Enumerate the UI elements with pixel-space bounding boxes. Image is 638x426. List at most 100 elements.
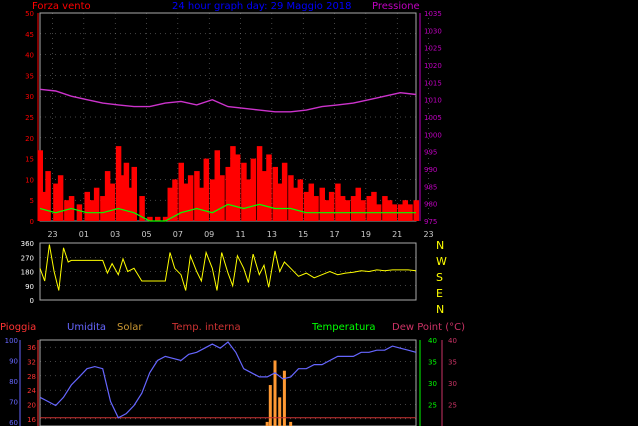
hour-tick-label: 05 (141, 230, 151, 239)
lower-plot-frame (39, 339, 417, 426)
hour-tick-label: 15 (298, 230, 308, 239)
pressure-tick-label: 1000 (424, 131, 442, 139)
compass-n-bottom: N (436, 303, 444, 316)
gust-bar (109, 183, 116, 221)
gust-bar (162, 216, 169, 221)
gust-bar (139, 196, 145, 221)
wind-tick-label: 5 (30, 197, 34, 205)
compass-n-top: N (436, 239, 444, 252)
gust-bar (225, 166, 231, 221)
gust-bar (128, 187, 134, 221)
solar-bar (289, 421, 293, 426)
gust-bar (250, 158, 257, 221)
gust-bar (53, 183, 59, 221)
pressure-tick-label: 980 (424, 201, 437, 209)
gust-bar (292, 187, 299, 221)
gust-bar (234, 154, 241, 221)
gust-bar (131, 166, 137, 221)
gust-bar (360, 200, 366, 221)
gust-bar (89, 200, 95, 221)
gust-bar (308, 183, 315, 221)
wind-tick-label: 15 (25, 156, 34, 164)
legend-temperature: Temperatura (311, 322, 376, 333)
hour-tick-label: 11 (235, 230, 245, 239)
gust-bar (402, 200, 409, 221)
gust-bar (328, 191, 335, 221)
wind-tick-label: 25 (25, 114, 34, 122)
gust-bar (183, 183, 189, 221)
gust-bar (93, 187, 100, 221)
gust-bar (339, 196, 346, 221)
hour-tick-label: 17 (329, 230, 339, 239)
wind-average-line (39, 203, 416, 222)
hour-tick-label: 03 (110, 230, 120, 239)
pressure-tick-label: 1020 (424, 62, 442, 70)
pressure-line (39, 88, 417, 113)
gust-bar (241, 162, 247, 221)
pressure-tick-label: 1015 (424, 79, 442, 87)
gust-bar (303, 191, 310, 221)
direction-tick-label: 0 (30, 297, 34, 305)
gust-bar (178, 162, 184, 221)
wind-direction-line (39, 244, 417, 291)
hour-tick-label: 01 (79, 230, 89, 239)
gust-bar (319, 187, 325, 221)
gust-bar (155, 216, 161, 221)
wind-direction-panel: 0 90 180 270 360 (21, 240, 417, 305)
gust-bar (64, 200, 70, 221)
gust-bar (382, 196, 388, 221)
dewpoint-tick-label: 40 (448, 337, 457, 345)
pressure-tick-label: 990 (424, 166, 437, 174)
compass-w: W (436, 255, 447, 268)
pressure-tick-label: 1025 (424, 45, 442, 53)
pressure-tick-label: 995 (424, 149, 437, 157)
legend-rain: Pioggia (0, 322, 36, 333)
gust-bar (118, 175, 125, 221)
direction-tick-label: 90 (25, 283, 34, 291)
gust-bar (297, 179, 304, 221)
gust-bar (277, 183, 283, 221)
hour-tick-label: 07 (173, 230, 183, 239)
solar-bar (273, 360, 277, 426)
gust-bar (115, 146, 122, 221)
gust-bar (37, 150, 43, 221)
gust-bar (214, 150, 221, 221)
gust-bar (198, 187, 205, 221)
gust-bar (100, 196, 106, 221)
hour-tick-label: 23 (423, 230, 433, 239)
pressure-axis-title: Pressione (372, 1, 420, 12)
gust-bar (203, 158, 210, 221)
pressure-tick-label: 975 (424, 218, 437, 226)
dewpoint-tick-label: 30 (448, 380, 457, 388)
wind-tick-label: 50 (25, 10, 34, 18)
gust-bar (350, 196, 357, 221)
pressure-tick-label: 1035 (424, 10, 442, 18)
direction-tick-label: 360 (21, 240, 34, 248)
gust-bar (355, 187, 362, 221)
gust-bar (386, 200, 393, 221)
humidity-tick-label: 90 (9, 357, 18, 365)
direction-plot-frame (39, 242, 417, 301)
wind-axis-title: Forza vento (32, 1, 91, 12)
gust-bar (256, 146, 263, 221)
dewpoint-tick-label: 25 (448, 402, 457, 410)
gust-bar (245, 179, 252, 221)
solar-bar (265, 421, 269, 426)
gust-bar (344, 200, 351, 221)
temperature-tick-label: 25 (428, 402, 437, 410)
legend-temp-int: Temp. interna (171, 322, 241, 333)
humidity-temperature-panel: 60 70 80 90 100 16 20 24 28 32 36 25 30 35 40 25 30 35 40 (5, 337, 457, 426)
dewpoint-tick-label: 35 (448, 359, 457, 367)
humidity-tick-label: 60 (9, 419, 18, 426)
wind-tick-label: 45 (25, 31, 34, 39)
gust-bar (187, 175, 194, 221)
wind-tick-label: 30 (25, 93, 34, 101)
gust-bar (76, 204, 83, 221)
hour-tick-label: 09 (204, 230, 214, 239)
rain-tick-label: 24 (27, 387, 36, 395)
humidity-tick-label: 70 (9, 398, 18, 406)
temperature-tick-label: 35 (428, 359, 437, 367)
bottom-legend: Pioggia Umidita Solar Temp. interna Temp… (0, 322, 465, 333)
legend-humidity: Umidita (67, 322, 106, 333)
